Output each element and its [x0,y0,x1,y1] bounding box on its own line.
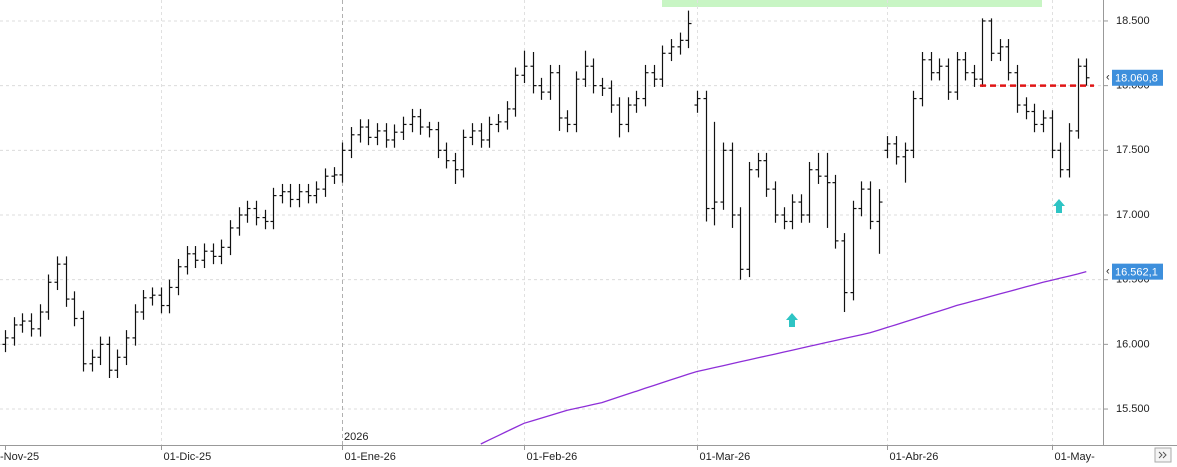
tag-pointer: ‹ [1106,266,1110,278]
y-tick-label: 18.500 [1116,15,1150,27]
x-tick-label: 01-Abr-26 [890,451,939,463]
x-tick-label: 01-Feb-26 [527,451,578,463]
y-tick-label: 15.500 [1116,403,1150,415]
price-tag-label: 18.060,8 [1115,73,1158,85]
y-tick-label: 17.000 [1116,209,1150,221]
price-tag [1112,69,1163,86]
y-tick-label: 17.500 [1116,144,1150,156]
y-tick-label: 16.000 [1116,338,1150,350]
up-arrow [1053,199,1065,213]
scroll-icon [1158,451,1167,459]
plot-area [0,0,1103,445]
tag-pointer: ‹ [1106,72,1110,84]
x-tick-label: 01-Dic-25 [164,451,212,463]
up-arrow [786,313,798,327]
price-tag-label: 16.562,1 [1115,267,1158,279]
x-tick-label: 01-Ene-26 [345,451,396,463]
year-label: 2026 [344,431,368,443]
x-tick-label: 01-Mar-26 [700,451,751,463]
x-tick-label: -Nov-25 [0,451,39,463]
y-axis-panel [1103,0,1177,445]
x-tick-label: 01-May- [1055,451,1096,463]
highlight-band [662,0,1042,7]
price-tag [1112,263,1163,280]
moving-average-line [480,270,1087,445]
scroll-button[interactable] [1154,447,1172,463]
